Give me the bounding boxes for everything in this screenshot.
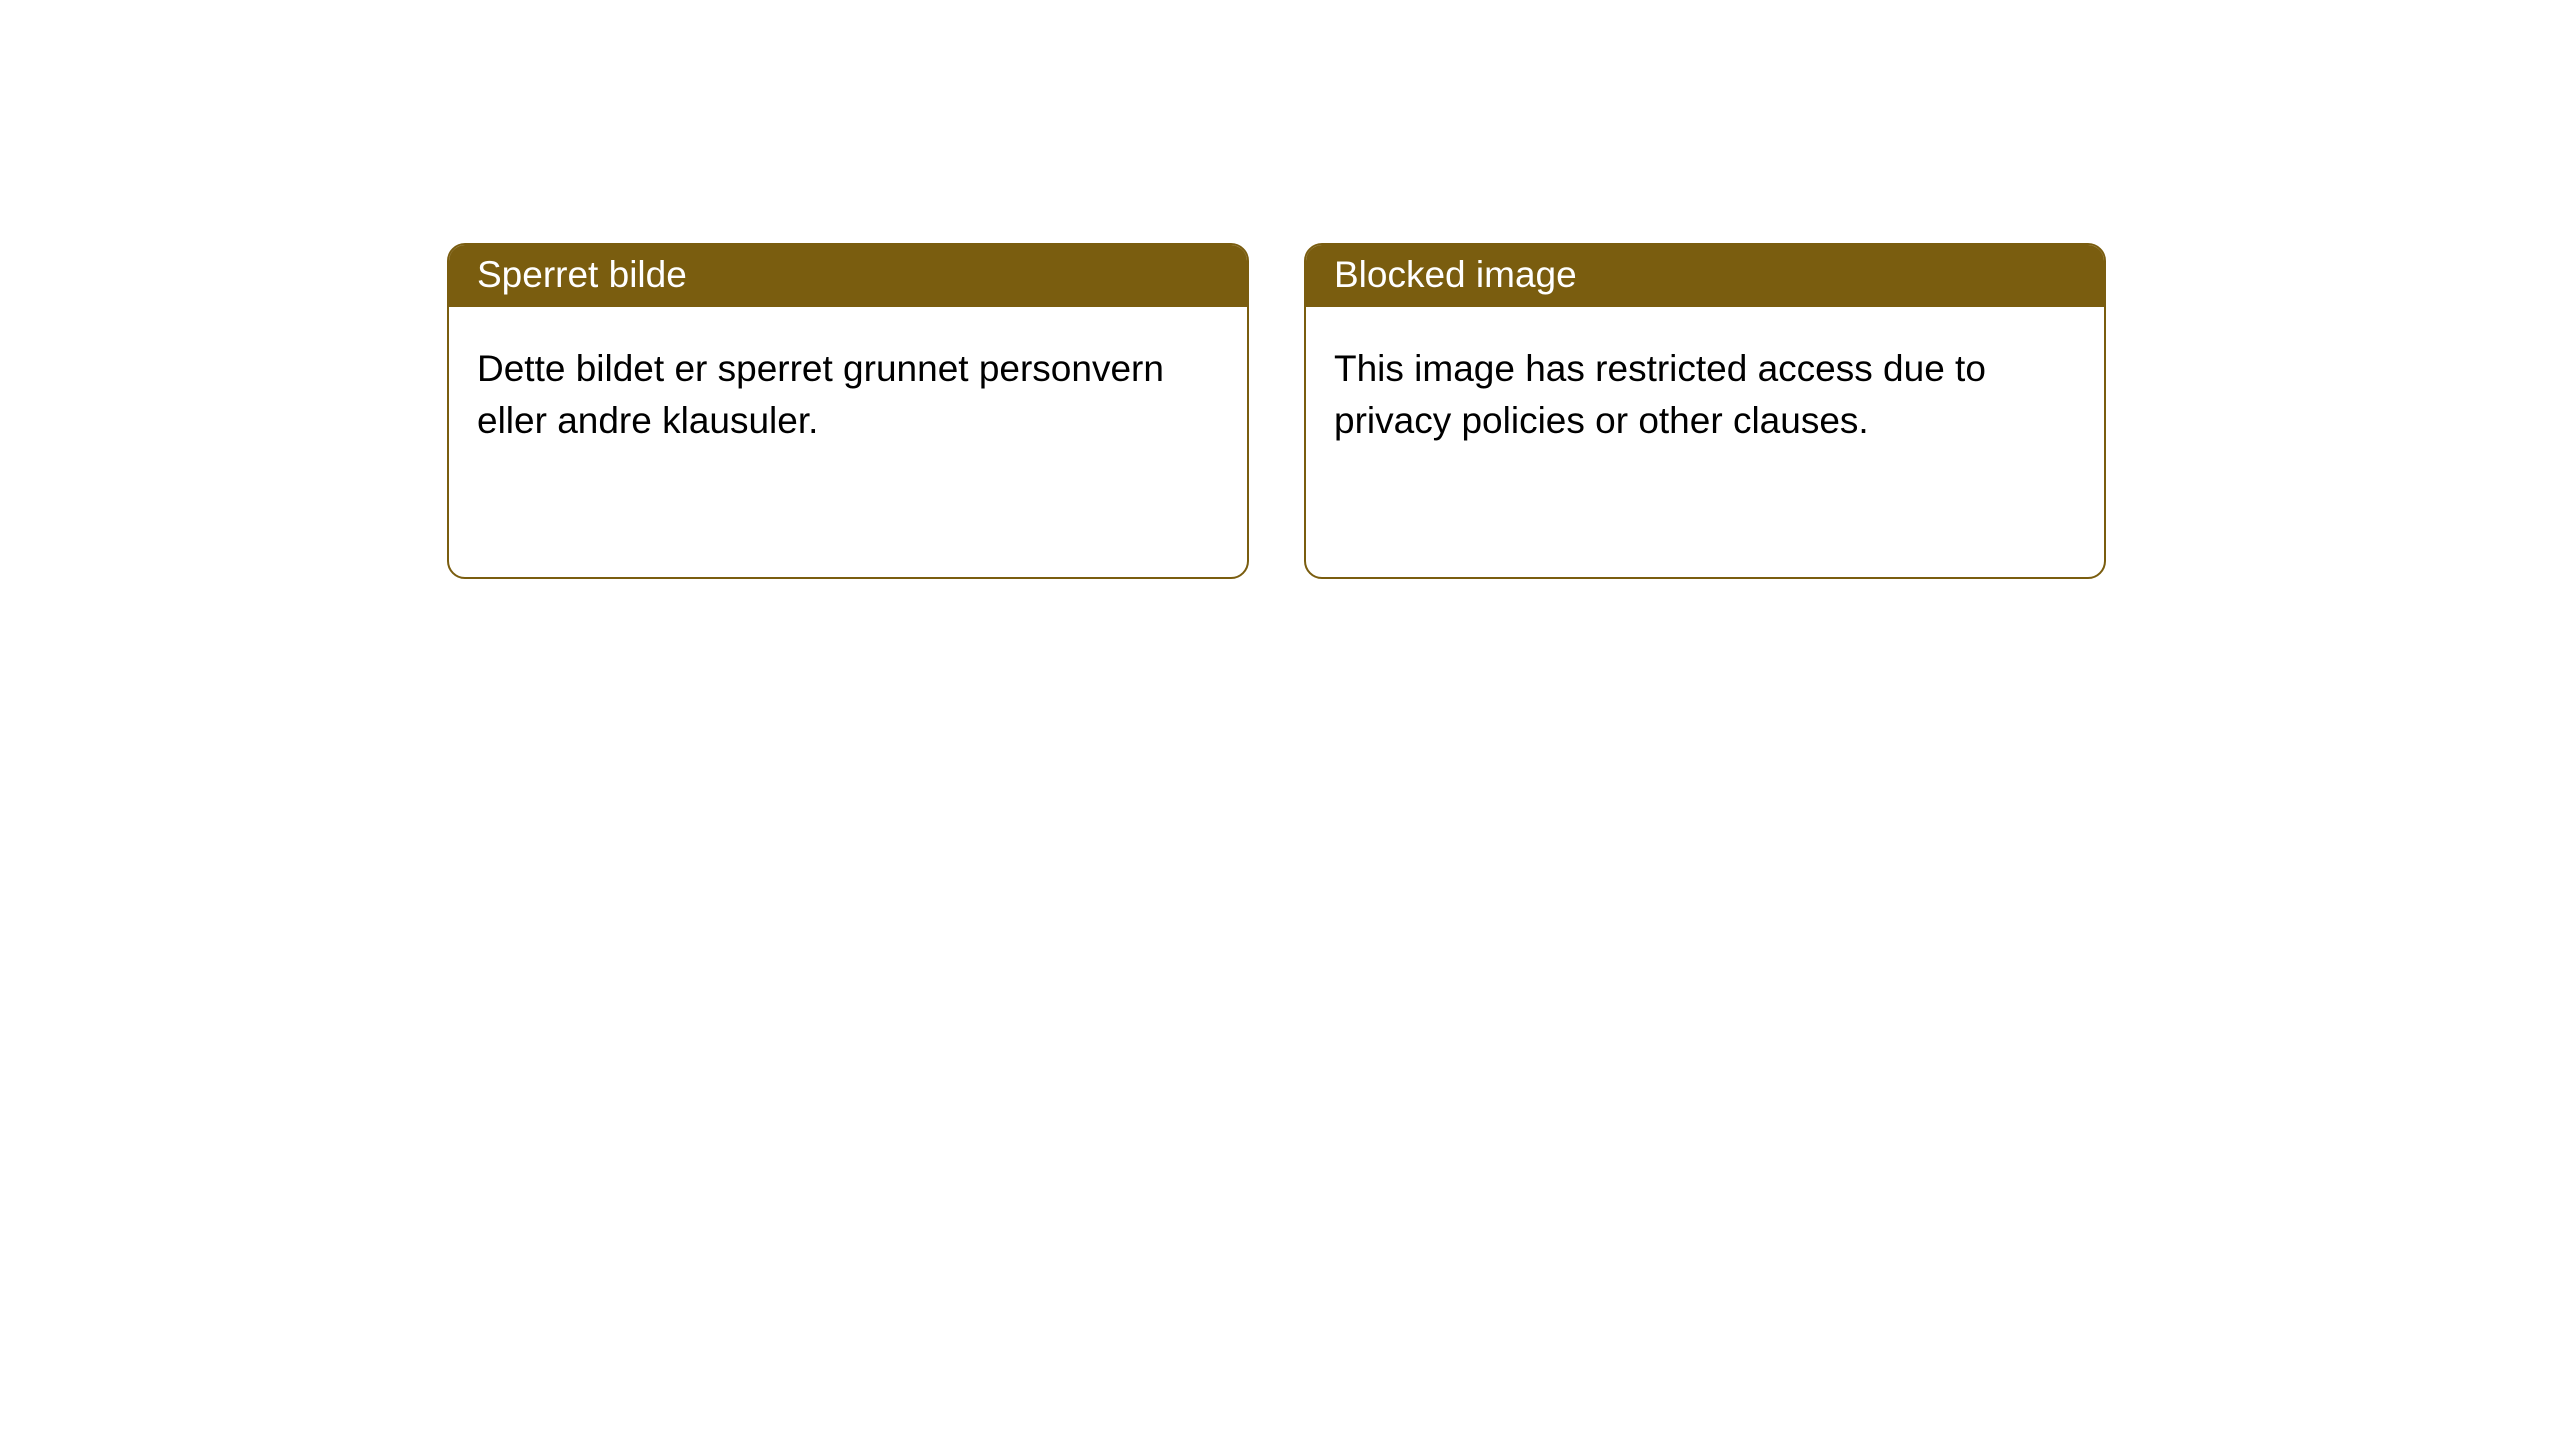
notice-header: Blocked image xyxy=(1306,245,2104,307)
notice-card-english: Blocked image This image has restricted … xyxy=(1304,243,2106,579)
notice-header: Sperret bilde xyxy=(449,245,1247,307)
notice-card-norwegian: Sperret bilde Dette bildet er sperret gr… xyxy=(447,243,1249,579)
notice-body: This image has restricted access due to … xyxy=(1306,307,2104,483)
notice-body: Dette bildet er sperret grunnet personve… xyxy=(449,307,1247,483)
notice-container: Sperret bilde Dette bildet er sperret gr… xyxy=(0,0,2560,579)
